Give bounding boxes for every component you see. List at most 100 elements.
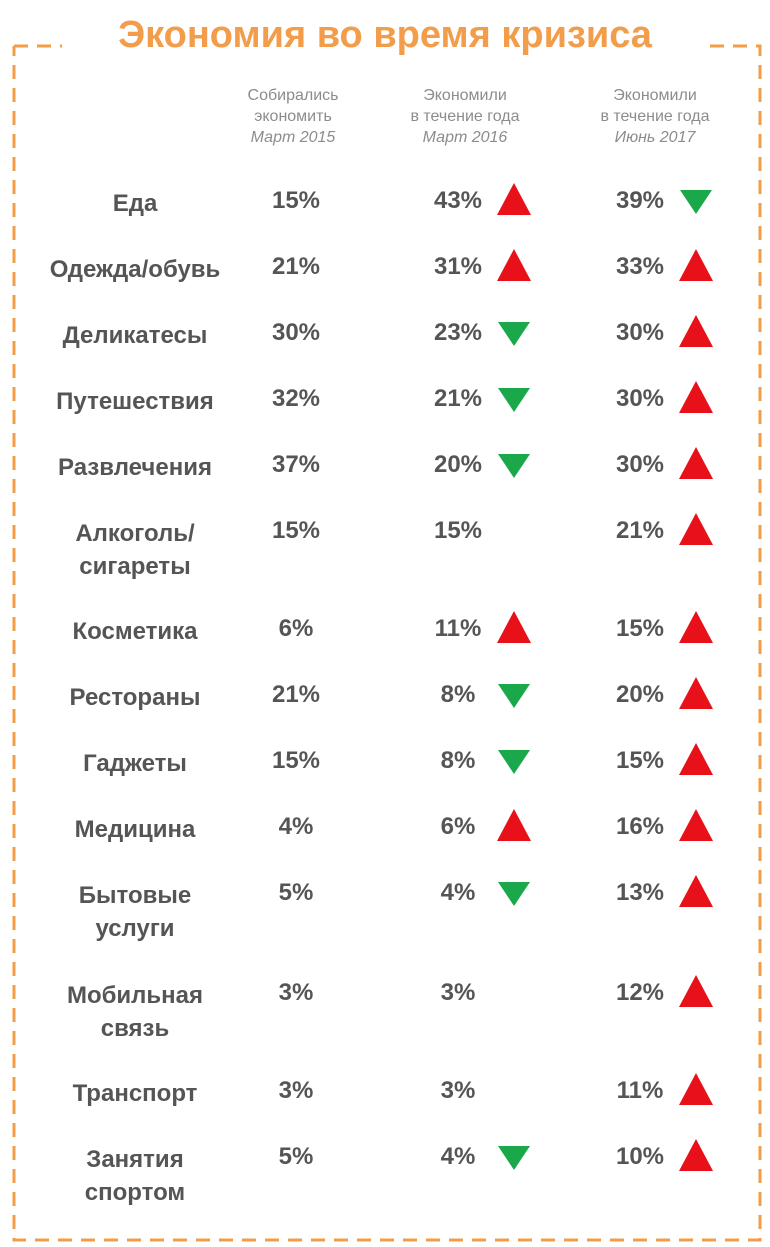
down-triangle [498, 882, 530, 906]
category-label-line: Развлечения [58, 454, 212, 481]
value-cell: 15% [615, 615, 665, 642]
value-cell: 33% [615, 253, 665, 280]
up-triangle [679, 315, 713, 347]
up-triangle [679, 809, 713, 841]
value-cell: 21% [271, 253, 321, 280]
up-arrow-icon [679, 315, 713, 347]
down-triangle [498, 1146, 530, 1170]
value-cell: 23% [433, 319, 483, 346]
value-cell: 21% [433, 385, 483, 412]
up-arrow-icon [679, 743, 713, 775]
up-triangle [679, 677, 713, 709]
down-triangle [498, 684, 530, 708]
down-arrow-icon [498, 388, 530, 412]
column-header-line: Собирались [247, 87, 339, 104]
category-label-line: Занятия [86, 1146, 184, 1173]
column-header-date: Июнь 2017 [614, 129, 696, 146]
up-triangle [497, 249, 531, 281]
value-cell: 15% [271, 517, 321, 544]
value-cell: 5% [278, 1143, 314, 1170]
up-triangle [497, 611, 531, 643]
value-cell: 20% [615, 681, 665, 708]
value-cell: 6% [278, 615, 314, 642]
value-cell: 4% [440, 879, 476, 906]
category-label-line: Гаджеты [83, 750, 187, 777]
value-cell: 4% [440, 1143, 476, 1170]
value-cell: 39% [615, 187, 665, 214]
value-cell: 13% [615, 879, 665, 906]
down-triangle [498, 454, 530, 478]
value-cell: 15% [271, 187, 321, 214]
up-triangle [679, 975, 713, 1007]
down-arrow-icon [680, 190, 712, 214]
value-cell: 6% [440, 813, 476, 840]
category-label-line: Деликатесы [62, 322, 208, 349]
column-header-line: Экономили [423, 87, 507, 104]
up-triangle [679, 611, 713, 643]
up-arrow-icon [679, 677, 713, 709]
up-arrow-icon [497, 611, 531, 643]
category-label-line: Транспорт [72, 1080, 198, 1107]
value-cell: 30% [615, 319, 665, 346]
up-triangle [679, 875, 713, 907]
up-arrow-icon [497, 809, 531, 841]
category-label: Занятия спортом [10, 1143, 260, 1209]
category-label-line: Алкоголь/ [75, 520, 195, 547]
value-cell: 43% [433, 187, 483, 214]
up-arrow-icon [679, 975, 713, 1007]
value-cell: 3% [278, 979, 314, 1006]
down-triangle [680, 190, 712, 214]
up-arrow-icon [679, 611, 713, 643]
down-triangle [498, 750, 530, 774]
category-label-line: сигареты [79, 553, 191, 580]
down-triangle [498, 322, 530, 346]
category-label-line: услуги [95, 915, 175, 942]
column-header-line: экономить [254, 108, 332, 125]
column-header-line: в течение года [600, 108, 710, 125]
value-cell: 32% [271, 385, 321, 412]
value-cell: 20% [433, 451, 483, 478]
value-cell: 3% [440, 979, 476, 1006]
category-label-line: Еда [112, 190, 158, 217]
up-triangle [679, 1139, 713, 1171]
category-label: Еда [10, 187, 260, 220]
category-label: Гаджеты [10, 747, 260, 780]
column-header-1: Собирались экономить Март 2015 [218, 85, 368, 148]
value-cell: 3% [278, 1077, 314, 1104]
up-arrow-icon [679, 381, 713, 413]
value-cell: 30% [615, 385, 665, 412]
category-label-line: Мобильная [66, 982, 204, 1009]
column-header-2: Экономили в течение года Март 2016 [390, 85, 540, 148]
up-arrow-icon [679, 1073, 713, 1105]
category-label: Одежда/обувь [10, 253, 260, 286]
value-cell: 11% [616, 1077, 664, 1104]
category-label-line: Косметика [72, 618, 198, 645]
value-cell: 10% [615, 1143, 665, 1170]
value-cell: 12% [615, 979, 665, 1006]
up-arrow-icon [679, 809, 713, 841]
value-cell: 11% [434, 615, 482, 642]
down-arrow-icon [498, 322, 530, 346]
chart-title: Экономия во время кризиса [118, 14, 652, 56]
column-header-date: Март 2015 [250, 129, 336, 146]
column-header-date: Март 2016 [422, 129, 508, 146]
column-header-line: в течение года [410, 108, 520, 125]
up-triangle [679, 447, 713, 479]
value-cell: 16% [615, 813, 665, 840]
down-arrow-icon [498, 750, 530, 774]
category-label-line: спортом [84, 1179, 186, 1206]
up-arrow-icon [679, 447, 713, 479]
up-arrow-icon [497, 183, 531, 215]
up-triangle [497, 183, 531, 215]
value-cell: 30% [615, 451, 665, 478]
category-label: Транспорт [10, 1077, 260, 1110]
category-label-line: Путешествия [56, 388, 214, 415]
category-label: Мобильная связь [10, 979, 260, 1045]
category-label-line: Рестораны [69, 684, 201, 711]
value-cell: 8% [440, 681, 476, 708]
column-header-line: Экономили [613, 87, 697, 104]
up-arrow-icon [679, 1139, 713, 1171]
up-triangle [679, 743, 713, 775]
category-label-line: Одежда/обувь [49, 256, 221, 283]
